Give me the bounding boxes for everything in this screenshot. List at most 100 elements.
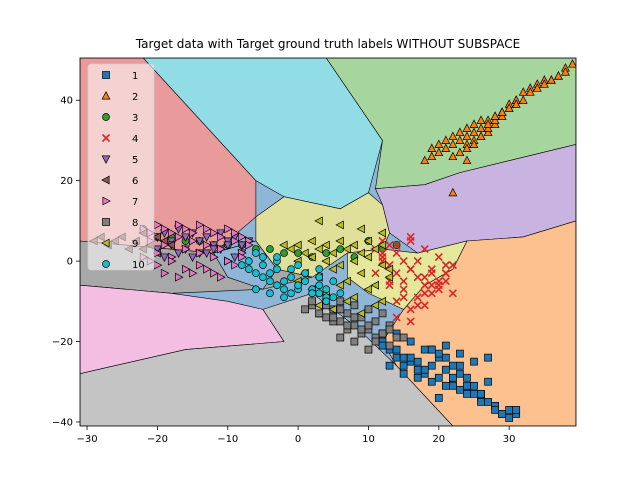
point-series-1 [477, 389, 485, 398]
point-series-7 [210, 228, 219, 238]
point-series-1 [498, 410, 506, 418]
point-series-9 [335, 280, 344, 290]
point-series-1 [477, 398, 485, 406]
point-series-8 [343, 309, 352, 318]
point-series-2 [476, 131, 486, 140]
point-series-5 [174, 249, 183, 259]
series-2 [420, 59, 576, 197]
point-series-2 [448, 187, 458, 197]
point-series-8 [343, 321, 352, 330]
legend-label-4: 4 [132, 134, 138, 145]
point-series-7 [217, 232, 226, 242]
point-series-7 [182, 224, 191, 234]
point-series-4 [399, 293, 408, 302]
legend-marker-2 [101, 91, 111, 100]
point-series-5 [195, 237, 205, 246]
point-series-1 [399, 369, 408, 378]
point-series-8 [378, 309, 387, 318]
point-series-4 [406, 236, 415, 246]
point-series-9 [370, 300, 379, 310]
point-series-7 [182, 244, 191, 254]
point-series-1 [456, 369, 464, 378]
point-series-2 [504, 103, 514, 112]
x-axis: −30 −20 −10 0 10 20 30 [76, 426, 516, 445]
point-series-1 [463, 381, 471, 390]
point-series-1 [505, 414, 514, 422]
point-series-7 [174, 232, 184, 242]
point-series-1 [491, 406, 499, 414]
point-series-9 [300, 248, 309, 258]
point-series-7 [231, 228, 240, 238]
point-series-1 [413, 357, 422, 366]
point-series-8 [364, 321, 373, 330]
point-series-2 [511, 99, 521, 108]
legend-label-7: 7 [132, 197, 138, 208]
point-series-9 [349, 256, 358, 266]
point-series-3 [280, 249, 288, 257]
point-series-9 [328, 264, 337, 274]
point-series-10 [315, 289, 324, 298]
point-series-7 [203, 240, 212, 250]
point-series-10 [273, 281, 281, 290]
legend-marker-1 [102, 71, 110, 79]
point-series-1 [470, 381, 478, 390]
point-series-4 [441, 269, 450, 278]
legend-marker-10 [102, 260, 110, 268]
point-series-2 [469, 139, 479, 148]
point-series-2 [497, 107, 507, 116]
point-series-7 [238, 252, 247, 262]
point-series-1 [470, 389, 478, 398]
data-points [89, 59, 576, 422]
point-series-7 [182, 264, 191, 274]
point-series-7 [224, 224, 233, 234]
point-series-2 [539, 79, 549, 88]
point-series-4 [413, 273, 422, 282]
point-series-4 [420, 244, 429, 254]
point-series-2 [462, 131, 472, 140]
point-series-10 [315, 281, 324, 290]
point-series-4 [420, 281, 429, 290]
legend-label-2: 2 [132, 92, 138, 103]
point-series-9 [363, 284, 372, 294]
chart-title: Target data with Target ground truth lab… [135, 37, 520, 51]
point-series-4 [427, 265, 436, 274]
point-series-1 [413, 365, 422, 374]
point-series-2 [546, 75, 556, 84]
point-series-2 [532, 83, 542, 92]
point-series-2 [420, 155, 430, 165]
point-series-4 [413, 293, 422, 302]
x-tick-label: 30 [503, 434, 516, 445]
point-series-9 [356, 224, 365, 234]
point-series-5 [181, 233, 190, 242]
point-series-1 [385, 361, 394, 370]
point-series-9 [377, 228, 387, 238]
point-series-4 [392, 248, 401, 258]
point-series-2 [448, 139, 458, 148]
point-series-1 [484, 398, 492, 406]
point-series-8 [301, 305, 309, 314]
point-series-9 [314, 216, 323, 226]
point-series-8 [357, 325, 366, 334]
point-series-10 [329, 277, 338, 286]
point-series-7 [231, 260, 240, 270]
point-series-2 [462, 143, 472, 152]
point-series-9 [328, 248, 337, 258]
point-series-2 [441, 143, 451, 152]
point-series-4 [441, 277, 450, 286]
point-series-9 [363, 236, 372, 246]
point-series-7 [196, 220, 205, 230]
point-series-9 [321, 240, 330, 250]
point-series-4 [427, 281, 436, 290]
point-series-2 [518, 95, 528, 104]
point-series-9 [335, 220, 344, 230]
x-tick-label: −10 [217, 434, 238, 445]
point-series-10 [237, 261, 246, 269]
point-series-2 [490, 111, 500, 120]
point-series-2 [469, 127, 479, 136]
point-series-7 [203, 264, 212, 274]
point-series-2 [525, 87, 535, 96]
point-series-7 [160, 268, 170, 278]
point-series-9 [314, 244, 323, 254]
point-series-9 [356, 268, 365, 278]
point-series-1 [456, 385, 464, 394]
